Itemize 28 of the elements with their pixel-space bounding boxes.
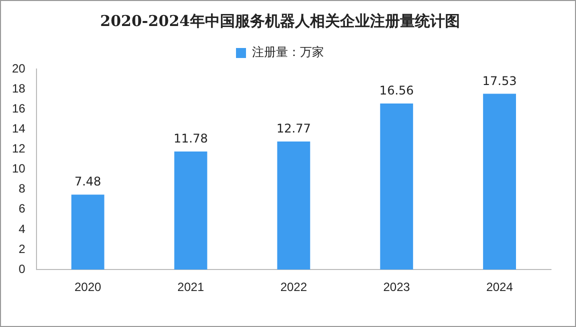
x-tick-label: 2024 [486, 280, 514, 294]
x-tick-label: 2022 [280, 280, 308, 294]
data-label: 11.78 [174, 132, 208, 146]
bar [174, 151, 208, 270]
chart-title: 2020-2024年中国服务机器人相关企业注册量统计图 [100, 12, 460, 30]
data-label: 16.56 [379, 84, 414, 98]
bar [277, 142, 310, 270]
x-tick-label: 2021 [177, 280, 204, 294]
y-tick-label: 10 [12, 162, 26, 176]
y-tick-label: 18 [12, 81, 26, 96]
y-tick-label: 14 [12, 121, 26, 136]
y-tick-label: 12 [12, 142, 26, 156]
data-label: 17.53 [482, 74, 517, 88]
legend-label: 注册量：万家 [252, 45, 324, 60]
y-tick-label: 8 [18, 182, 26, 196]
bar [483, 94, 516, 270]
y-tick-label: 2 [18, 242, 26, 256]
y-tick-label: 20 [12, 61, 26, 76]
y-tick-label: 0 [18, 262, 26, 276]
y-tick-label: 4 [18, 222, 26, 236]
data-label: 7.48 [74, 174, 102, 189]
bar [380, 104, 414, 270]
y-tick-label: 6 [18, 202, 26, 216]
x-tick-label: 2023 [383, 280, 410, 294]
y-tick-label: 16 [12, 101, 26, 116]
bar [71, 194, 104, 270]
data-label: 12.77 [276, 122, 311, 136]
x-tick-label: 2020 [74, 280, 102, 294]
